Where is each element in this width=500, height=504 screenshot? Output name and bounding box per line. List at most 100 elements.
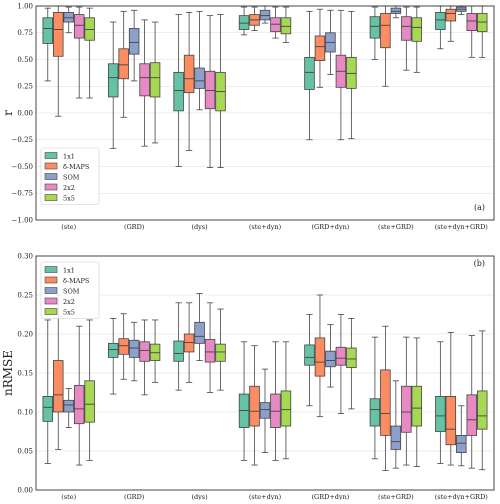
legend-label: 5x5: [63, 194, 75, 202]
iqr-box: [204, 339, 216, 363]
y-tick-label: 0.00: [17, 109, 33, 117]
legend-frame: [40, 261, 100, 319]
box-MAPS-5: [380, 325, 391, 471]
box-2x2-3: [270, 341, 281, 461]
iqr-box: [183, 54, 195, 94]
iqr-box: [84, 17, 95, 41]
box-MAPS-0: [53, 5, 64, 117]
box-MAPS-2: [183, 302, 195, 383]
y-tick-label: 0.75: [17, 29, 33, 37]
legend-swatch: [44, 308, 58, 315]
iqr-box: [107, 342, 119, 358]
box-SOM-5: [390, 380, 402, 469]
iqr-box: [238, 15, 250, 30]
iqr-box: [380, 369, 391, 436]
iqr-box: [73, 385, 85, 425]
iqr-box: [63, 399, 74, 413]
y-tick-label: −1.00: [12, 216, 33, 224]
box-5x5-5: [411, 6, 423, 73]
legend-label: 1x1: [63, 152, 75, 160]
box-SOM-0: [63, 6, 74, 34]
x-tick-label: (GRD+dyn): [312, 223, 350, 231]
box-5x5-5: [411, 337, 423, 468]
iqr-box: [346, 347, 357, 368]
iqr-box: [149, 62, 161, 98]
legend-label: 1x1: [63, 266, 75, 274]
box-SOM-5: [390, 5, 402, 19]
box-MAPS-5: [380, 5, 391, 87]
iqr-box: [401, 385, 412, 433]
iqr-box: [476, 13, 488, 33]
iqr-box: [139, 63, 150, 97]
iqr-box: [304, 344, 315, 366]
box-1x1-4: [304, 10, 315, 141]
box-2x2-1: [139, 19, 150, 147]
panel-a: −1.00 −0.75 −0.50 −0.25 0.00 0.25 0.50 0.75 1.00…: [1, 2, 495, 231]
y-tick-label: 0.15: [17, 369, 33, 377]
iqr-box: [73, 14, 85, 39]
iqr-box: [304, 56, 315, 90]
iqr-box: [173, 71, 184, 112]
box-MAPS-0: [53, 294, 64, 450]
panel-b: 0.00 0.05 0.10 0.15 0.20 0.25 0.30 nRMSE (ste) (G…: [1, 252, 495, 501]
legend-label: 5x5: [63, 308, 75, 316]
y-tick-label: −0.75: [12, 190, 33, 198]
y-tick-label: 0.05: [17, 447, 33, 455]
x-tick-label: (ste): [61, 223, 76, 231]
box-1x1-0: [42, 319, 54, 464]
box-1x1-0: [42, 7, 54, 82]
iqr-box: [53, 360, 64, 413]
iqr-box: [411, 385, 423, 427]
y-tick-label: 0.25: [17, 291, 33, 299]
box-1x1-3: [238, 6, 250, 36]
box-SOM-4: [325, 9, 336, 75]
iqr-box: [173, 340, 184, 362]
x-tick-label: (GRD+dyn): [312, 493, 350, 500]
legend-swatch: [44, 162, 58, 170]
box-2x2-2: [204, 302, 216, 393]
iqr-box: [128, 28, 140, 55]
axes-frame: [35, 5, 495, 221]
legend-swatch: [44, 183, 58, 191]
box-5x5-3: [280, 6, 292, 43]
y-tick-label: 0.10: [17, 408, 33, 416]
box-SOM-6: [456, 405, 467, 467]
iqr-box: [42, 17, 54, 44]
x-tick-label: (GRD): [124, 223, 145, 231]
box-MAPS-6: [445, 332, 457, 466]
legend: 1x1 δ-MAPS SOM 2x2 5x5: [40, 147, 100, 205]
legend-swatch: [44, 266, 58, 273]
legend-label: 2x2: [63, 298, 75, 306]
box-1x1-5: [369, 336, 381, 460]
legend-frame: [40, 147, 100, 205]
iqr-box: [118, 48, 129, 80]
legend-swatch: [44, 276, 58, 284]
box-1x1-2: [173, 302, 184, 391]
legend: 1x1 δ-MAPS SOM 2x2 5x5: [40, 261, 100, 319]
box-SOM-1: [128, 321, 140, 382]
box-5x5-3: [280, 341, 292, 460]
box-MAPS-2: [183, 12, 195, 151]
iqr-box: [194, 321, 205, 344]
iqr-box: [204, 70, 216, 110]
x-tick-label: (ste+GRD): [378, 223, 414, 231]
iqr-box: [63, 12, 74, 23]
iqr-box: [445, 8, 457, 22]
iqr-box: [53, 12, 64, 57]
box-SOM-2: [194, 10, 205, 111]
box-MAPS-1: [118, 313, 129, 380]
y-tick-label: −0.25: [12, 136, 33, 144]
panel-label: (a): [474, 203, 485, 212]
iqr-box: [466, 394, 477, 436]
box-2x2-2: [204, 15, 216, 168]
x-tick-label: (ste+dyn): [249, 223, 282, 231]
box-1x1-2: [173, 14, 184, 167]
box-5x5-0: [84, 319, 95, 461]
y-axis-label: r: [1, 110, 15, 116]
iqr-box: [380, 13, 391, 49]
box-MAPS-6: [445, 5, 457, 42]
panel-label: (b): [474, 259, 485, 268]
legend-swatch: [44, 194, 58, 201]
iqr-box: [435, 12, 446, 30]
